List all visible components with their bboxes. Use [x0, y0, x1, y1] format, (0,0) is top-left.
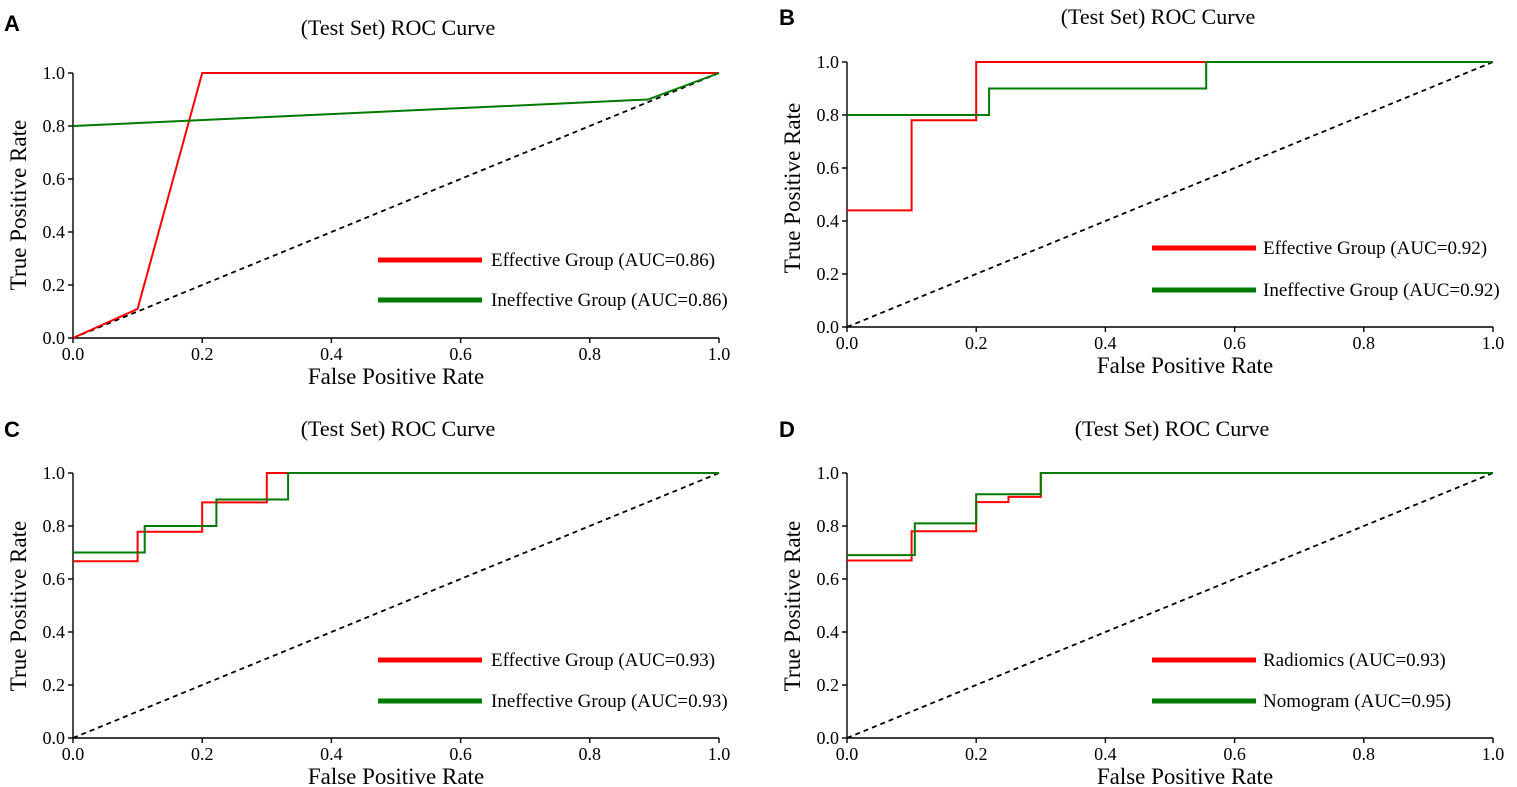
chart-panel-c: C (Test Set) ROC Curve 0.0 0.2 0.4 0.6 0.8 1.0 0…: [4, 416, 730, 787]
y-tick-label: 1.0: [817, 52, 840, 72]
x-tick-label: 0.2: [965, 744, 988, 764]
x-tick-label: 0.6: [1223, 744, 1246, 764]
legend-label: Effective Group (AUC=0.92): [1263, 238, 1487, 259]
x-tick-label: 0.4: [1094, 744, 1117, 764]
series-line-red: [72, 72, 719, 339]
x-tick-label: 1.0: [1482, 333, 1505, 353]
y-tick-label: 1.0: [817, 463, 840, 483]
y-tick-label: 0.8: [43, 116, 66, 136]
y-axis-label: True Positive Rate: [780, 103, 805, 273]
y-axis-label: True Positive Rate: [6, 521, 31, 691]
x-tick-label: 1.0: [708, 344, 731, 364]
y-tick-label: 0.0: [43, 728, 66, 748]
x-tick-label: 0.0: [62, 744, 85, 764]
series-line-red: [73, 472, 719, 563]
legend-label: Effective Group (AUC=0.86): [491, 250, 715, 271]
x-tick-label: 1.0: [1482, 744, 1505, 764]
panel-letter: C: [4, 417, 20, 442]
x-tick-label: 0.2: [191, 744, 214, 764]
x-axis-label: False Positive Rate: [308, 764, 484, 787]
y-tick-label: 0.8: [817, 516, 840, 536]
y-tick-label: 0.2: [43, 275, 66, 295]
y-tick-label: 0.8: [817, 105, 840, 125]
x-axis-label: False Positive Rate: [1097, 764, 1273, 787]
series-line-red: [847, 61, 1493, 212]
chart-panel-d: D (Test Set) ROC Curve 0.0 0.2 0.4 0.6 0.8 1.0 0…: [779, 416, 1504, 787]
chart-panel-a: A (Test Set) ROC Curve 0.0 0.2 0.4 0.6 0.8 1.0 0…: [4, 11, 730, 389]
x-tick-label: 0.6: [449, 744, 472, 764]
series-line-green: [72, 72, 720, 127]
x-tick-label: 0.8: [1353, 744, 1376, 764]
y-tick-label: 0.4: [817, 211, 840, 231]
x-tick-label: 0.8: [1353, 333, 1376, 353]
legend-label: Ineffective Group (AUC=0.92): [1263, 280, 1500, 301]
x-tick-label: 0.0: [836, 744, 859, 764]
y-axis-label: True Positive Rate: [6, 120, 31, 290]
x-tick-label: 0.0: [62, 344, 85, 364]
y-tick-label: 0.2: [817, 675, 840, 695]
x-tick-label: 0.0: [836, 333, 859, 353]
y-tick-label: 0.4: [817, 622, 840, 642]
y-tick-label: 0.6: [817, 158, 840, 178]
y-tick-label: 0.6: [43, 169, 66, 189]
y-tick-label: 0.2: [43, 675, 66, 695]
x-tick-label: 0.4: [320, 344, 343, 364]
series-line-green: [847, 61, 1493, 116]
y-tick-label: 0.6: [817, 569, 840, 589]
chart-title: (Test Set) ROC Curve: [301, 15, 496, 40]
y-tick-label: 0.4: [43, 222, 66, 242]
y-tick-label: 0.6: [43, 569, 66, 589]
x-tick-label: 0.6: [1223, 333, 1246, 353]
panel-letter: B: [779, 5, 795, 30]
panel-letter: D: [779, 417, 795, 442]
x-tick-label: 0.6: [449, 344, 472, 364]
legend-label: Ineffective Group (AUC=0.86): [491, 290, 728, 311]
chart-title: (Test Set) ROC Curve: [1075, 416, 1270, 441]
y-tick-label: 1.0: [43, 63, 66, 83]
x-tick-label: 0.2: [191, 344, 214, 364]
x-tick-label: 1.0: [708, 744, 731, 764]
y-tick-label: 0.2: [817, 264, 840, 284]
x-tick-label: 0.8: [579, 744, 602, 764]
y-tick-label: 0.8: [43, 516, 66, 536]
x-tick-label: 0.8: [579, 344, 602, 364]
legend-label: Effective Group (AUC=0.93): [491, 650, 715, 671]
x-tick-label: 0.4: [1094, 333, 1117, 353]
y-tick-label: 0.4: [43, 622, 66, 642]
x-tick-label: 0.4: [320, 744, 343, 764]
panel-letter: A: [4, 11, 20, 36]
chart-title: (Test Set) ROC Curve: [301, 416, 496, 441]
y-tick-label: 0.0: [43, 328, 66, 348]
chart-panel-b: B (Test Set) ROC Curve 0.0 0.2 0.4 0.6 0.8 1.0 0…: [779, 4, 1504, 378]
series-line-red: [847, 472, 1493, 562]
x-axis-label: False Positive Rate: [308, 364, 484, 389]
chart-title: (Test Set) ROC Curve: [1061, 4, 1256, 29]
y-tick-label: 1.0: [43, 463, 66, 483]
legend-label: Nomogram (AUC=0.95): [1263, 691, 1451, 712]
x-tick-label: 0.2: [965, 333, 988, 353]
y-axis-label: True Positive Rate: [780, 521, 805, 691]
series-line-green: [73, 472, 719, 554]
y-tick-label: 0.0: [817, 728, 840, 748]
legend-label: Ineffective Group (AUC=0.93): [491, 691, 728, 712]
series-line-green: [847, 472, 1493, 557]
legend-label: Radiomics (AUC=0.93): [1263, 650, 1446, 671]
y-tick-label: 0.0: [817, 317, 840, 337]
x-axis-label: False Positive Rate: [1097, 353, 1273, 378]
